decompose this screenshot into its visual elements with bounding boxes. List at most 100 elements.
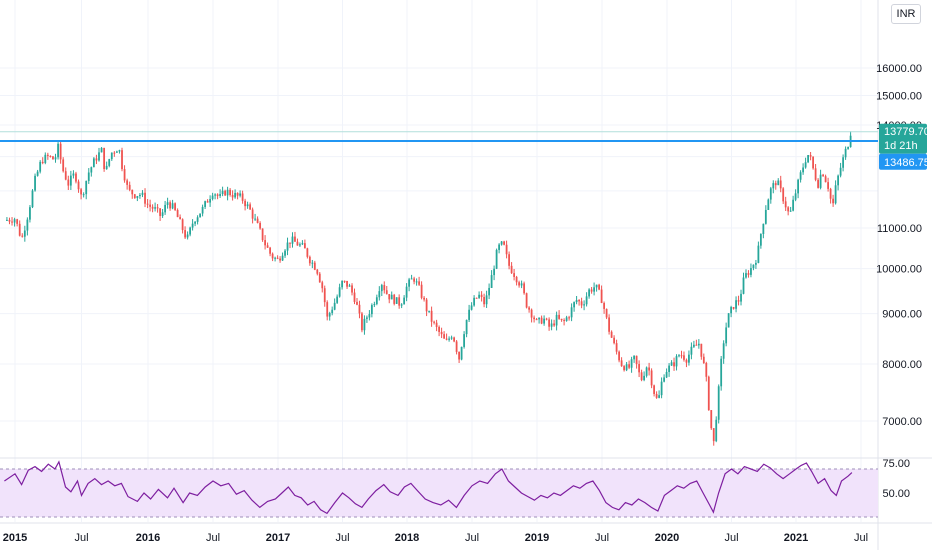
candle-body <box>303 243 306 249</box>
candle-body <box>156 207 159 209</box>
time-tick-label: Jul <box>465 532 479 544</box>
candle-body <box>488 287 490 296</box>
candle-body <box>804 162 807 168</box>
candle-body <box>688 354 690 363</box>
candle-body <box>271 253 274 259</box>
candle-body <box>57 143 59 158</box>
candle-body <box>558 314 560 319</box>
candle-body <box>11 221 13 223</box>
candle-body <box>455 341 458 352</box>
rsi-axis: 75.00 50.00 <box>882 458 910 500</box>
candle-body <box>635 355 638 365</box>
candle-body <box>216 194 219 196</box>
price-tick-label: 11000.00 <box>877 223 922 235</box>
price-tick-label: 15000.00 <box>876 91 922 103</box>
candle-body <box>764 209 767 224</box>
price-tick-label: 9000.00 <box>882 309 922 321</box>
candle-body <box>535 319 538 321</box>
candle-body <box>95 158 98 161</box>
candle-body <box>779 180 782 189</box>
candle-body <box>113 152 116 154</box>
candle-body <box>29 207 31 220</box>
candle-body <box>224 190 226 196</box>
candle-body <box>353 292 356 302</box>
candle-body <box>423 297 425 300</box>
level-price-tag <box>879 153 927 170</box>
horizontal-lines <box>0 131 878 142</box>
candle-body <box>500 241 503 245</box>
candle-body <box>665 371 668 378</box>
candle-body <box>727 313 730 328</box>
currency-button[interactable]: INR <box>891 4 921 24</box>
candle-body <box>595 284 598 288</box>
candle-body <box>757 245 760 263</box>
candle-body <box>229 189 231 195</box>
candle-body <box>824 176 827 183</box>
candle-body <box>774 183 777 186</box>
candle-body <box>545 318 548 320</box>
time-tick-label: Jul <box>724 532 738 544</box>
candle-body <box>274 257 276 259</box>
candle-body <box>211 195 214 200</box>
candle-body <box>809 155 812 157</box>
candle-body <box>653 385 655 394</box>
candle-body <box>483 297 485 305</box>
candle-body <box>87 172 90 181</box>
candle-body <box>103 147 106 170</box>
price-tick-label: 16000.00 <box>876 63 922 75</box>
candle-body <box>191 223 194 228</box>
candle-body <box>610 331 613 338</box>
candle-body <box>299 244 301 246</box>
candle-body <box>799 172 802 180</box>
candle-body <box>538 317 540 320</box>
candle-body <box>772 183 775 189</box>
candle-body <box>131 189 134 195</box>
level-price-label: 13486.75 <box>884 157 930 169</box>
candle-body <box>458 351 460 360</box>
candle-body <box>115 151 118 153</box>
time-tick-label: 2018 <box>395 532 419 544</box>
candle-body <box>246 204 249 207</box>
candle-body <box>318 273 321 283</box>
candle-body <box>515 276 518 283</box>
price-candles <box>6 131 852 446</box>
candle-body <box>792 199 795 211</box>
candle-body <box>214 194 216 196</box>
rsi-line <box>4 460 853 515</box>
candle-body <box>717 386 720 420</box>
candle-body <box>737 300 740 302</box>
candle-body <box>787 207 790 212</box>
candle-body <box>13 219 16 223</box>
candle-body <box>385 290 388 295</box>
candle-body <box>331 309 334 314</box>
candle-body <box>435 322 438 327</box>
candle-body <box>380 285 383 292</box>
candle-body <box>465 319 468 335</box>
candle-body <box>707 376 710 411</box>
last-price-tag <box>879 123 927 154</box>
candle-body <box>351 285 353 293</box>
candle-body <box>44 154 47 163</box>
candle-body <box>523 283 525 294</box>
candle-body <box>550 323 553 327</box>
candle-body <box>338 287 341 297</box>
candle-body <box>336 296 339 303</box>
candle-body <box>732 307 735 309</box>
candle-body <box>403 297 406 305</box>
candle-body <box>670 362 673 366</box>
candle-body <box>752 264 755 269</box>
candle-body <box>722 343 725 359</box>
candle-body <box>784 201 787 208</box>
candle-body <box>769 188 772 200</box>
candle-body <box>620 360 623 367</box>
candle-body <box>580 301 583 306</box>
candle-body <box>832 198 834 204</box>
candle-body <box>807 155 809 163</box>
candle-body <box>712 428 715 442</box>
candle-body <box>430 310 433 322</box>
candle-body <box>615 343 618 352</box>
candle-body <box>154 207 156 209</box>
candle-body <box>133 194 136 198</box>
candle-body <box>231 194 234 198</box>
